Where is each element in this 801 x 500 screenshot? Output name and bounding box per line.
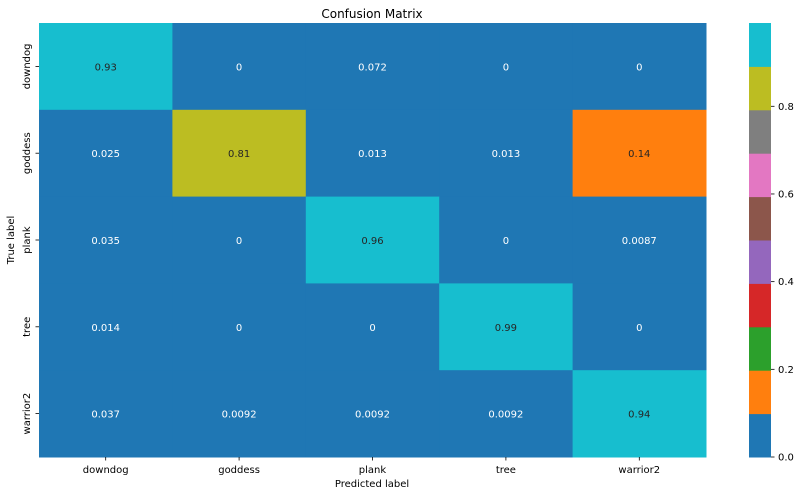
heatmap-cell bbox=[172, 370, 307, 458]
x-tick-labels: downdog goddess plank tree warrior2 bbox=[83, 457, 660, 476]
cell-value-label: 0.035 bbox=[91, 236, 120, 247]
cell-value-label: 0 bbox=[503, 236, 509, 247]
heatmap-cell bbox=[172, 283, 307, 371]
colorbar-tick-label: 0.2 bbox=[778, 365, 794, 376]
cell-value-label: 0.025 bbox=[91, 149, 120, 160]
y-axis-label: True label bbox=[6, 216, 17, 266]
colorbar-segment bbox=[749, 240, 771, 284]
x-tick-label: tree bbox=[496, 465, 516, 476]
colorbar-tick-label: 0.4 bbox=[778, 277, 794, 288]
heatmap-cell bbox=[172, 23, 307, 111]
heatmap-cell bbox=[39, 23, 173, 111]
cell-value-label: 0.0092 bbox=[355, 410, 390, 421]
heatmap-cell bbox=[305, 196, 440, 284]
cell-value-label: 0.81 bbox=[228, 149, 250, 160]
y-tick-labels: downdog goddess plank tree warrior2 bbox=[22, 44, 39, 435]
colorbar-segment bbox=[749, 413, 771, 458]
colorbar-segment bbox=[749, 196, 771, 241]
x-tick-label: downdog bbox=[83, 465, 129, 476]
colorbar-segment bbox=[749, 23, 771, 67]
colorbar-tick-label: 0.8 bbox=[778, 102, 794, 113]
heatmap-cell bbox=[572, 23, 707, 111]
cell-value-label: 0 bbox=[236, 62, 242, 73]
cell-value-label: 0.94 bbox=[628, 410, 650, 421]
heatmap-cell bbox=[39, 196, 173, 284]
heatmap-cell bbox=[439, 370, 574, 458]
cell-value-label: 0.037 bbox=[91, 410, 120, 421]
colorbar-tick-label: 0.6 bbox=[778, 189, 794, 200]
cell-value-label: 0.0092 bbox=[222, 410, 257, 421]
y-tick-label: warrior2 bbox=[22, 393, 33, 435]
heatmap-cell bbox=[572, 109, 707, 198]
cell-value-label: 0.96 bbox=[361, 236, 383, 247]
heatmap-cell bbox=[305, 370, 440, 458]
cell-value-label: 0 bbox=[236, 236, 242, 247]
cell-value-label: 0 bbox=[369, 323, 375, 334]
heatmap-cell bbox=[439, 23, 574, 111]
heatmap-cells bbox=[39, 23, 707, 458]
heatmap-cell bbox=[439, 283, 574, 371]
heatmap-cell bbox=[439, 196, 574, 284]
heatmap-cell-labels: 0.93 0 0.072 0 0 0.025 0.81 0.013 0.013 0.14 0.035… bbox=[91, 62, 656, 420]
heatmap-cell bbox=[39, 109, 173, 198]
cell-value-label: 0.013 bbox=[492, 149, 521, 160]
heatmap-cell bbox=[572, 196, 707, 284]
cell-value-label: 0.93 bbox=[95, 62, 117, 73]
x-axis-label: Predicted label bbox=[335, 479, 409, 490]
heatmap-cell bbox=[172, 109, 307, 198]
y-tick-label: downdog bbox=[22, 44, 33, 90]
colorbar-segment bbox=[749, 153, 771, 198]
x-tick-label: goddess bbox=[218, 465, 260, 476]
cell-value-label: 0.14 bbox=[628, 149, 650, 160]
colorbar-segment bbox=[749, 326, 771, 371]
cell-value-label: 0 bbox=[636, 323, 642, 334]
cell-value-label: 0.99 bbox=[495, 323, 517, 334]
heatmap-cell bbox=[572, 370, 707, 458]
x-tick-label: plank bbox=[359, 465, 387, 476]
colorbar-segment bbox=[749, 283, 771, 328]
cell-value-label: 0.0087 bbox=[622, 236, 657, 247]
y-tick-label: plank bbox=[22, 226, 33, 254]
colorbar-segment bbox=[749, 109, 771, 154]
x-tick-label: warrior2 bbox=[618, 465, 660, 476]
colorbar-segment bbox=[749, 66, 771, 111]
heatmap-cell bbox=[305, 283, 440, 371]
colorbar-tick-label: 0.0 bbox=[778, 453, 794, 464]
y-tick-label: tree bbox=[22, 317, 33, 337]
cell-value-label: 0 bbox=[636, 62, 642, 73]
heatmap-cell bbox=[305, 23, 440, 111]
heatmap-cell bbox=[39, 283, 173, 371]
heatmap-cell bbox=[39, 370, 173, 458]
cell-value-label: 0.014 bbox=[91, 323, 120, 334]
heatmap-cell bbox=[572, 283, 707, 371]
heatmap-cell bbox=[439, 109, 574, 198]
chart-title: Confusion Matrix bbox=[321, 7, 422, 21]
heatmap-cell bbox=[305, 109, 440, 198]
cell-value-label: 0.0092 bbox=[488, 410, 523, 421]
colorbar-segment bbox=[749, 370, 771, 415]
cell-value-label: 0 bbox=[236, 323, 242, 334]
colorbar: 0.0 0.2 0.4 0.6 0.8 bbox=[749, 23, 794, 464]
cell-value-label: 0.072 bbox=[358, 62, 387, 73]
heatmap-cell bbox=[172, 196, 307, 284]
cell-value-label: 0 bbox=[503, 62, 509, 73]
cell-value-label: 0.013 bbox=[358, 149, 387, 160]
y-tick-label: goddess bbox=[22, 132, 33, 174]
